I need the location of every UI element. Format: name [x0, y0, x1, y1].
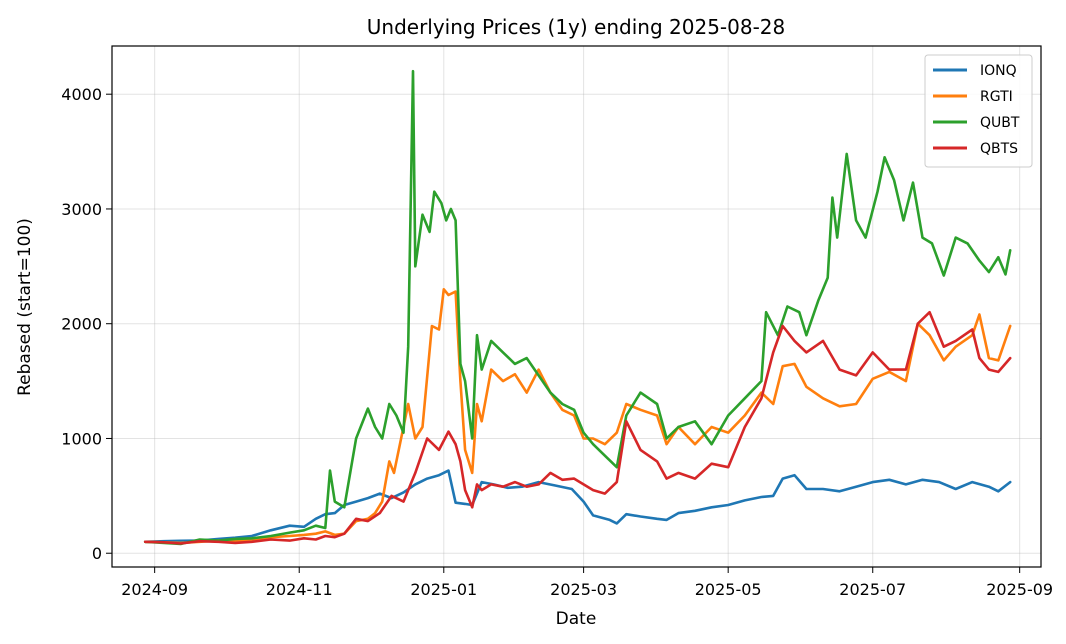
y-tick-label: 2000 — [61, 315, 102, 334]
x-tick-label: 2025-05 — [695, 580, 762, 599]
series-lines — [143, 69, 1012, 546]
legend-label-rgti: RGTI — [980, 89, 1013, 105]
x-tick-label: 2025-07 — [839, 580, 906, 599]
y-tick-label: 4000 — [61, 85, 102, 104]
axes: 2024-09 2024-11 2025-01 2025-03 2025-05 2025-… — [61, 85, 1053, 599]
x-axis-label: Date — [556, 609, 597, 629]
series-line-rgti — [143, 287, 1012, 545]
legend-label-qbts: QBTS — [980, 141, 1018, 157]
x-tick-label: 2024-09 — [121, 580, 188, 599]
x-tick-label: 2024-11 — [266, 580, 333, 599]
y-tick-label: 3000 — [61, 200, 102, 219]
series-line-qbts — [143, 310, 1012, 545]
x-tick-label: 2025-09 — [986, 580, 1053, 599]
y-axis-label: Rebased (start=100) — [15, 218, 35, 396]
plot-frame — [111, 45, 1042, 568]
grid — [112, 46, 1041, 567]
y-tick-label: 0 — [92, 544, 102, 563]
y-tick-label: 1000 — [61, 429, 102, 448]
x-tick-label: 2025-01 — [410, 580, 477, 599]
legend-box — [924, 54, 1033, 168]
legend-label-qubt: QUBT — [980, 115, 1020, 131]
series-line-ionq — [143, 469, 1012, 544]
legend-label-ionq: IONQ — [980, 63, 1017, 79]
legend: IONQ RGTI QUBT QBTS — [924, 54, 1033, 168]
series-line-qubt — [143, 69, 1012, 546]
x-tick-label: 2025-03 — [550, 580, 617, 599]
chart-title: Underlying Prices (1y) ending 2025-08-28 — [367, 15, 786, 39]
